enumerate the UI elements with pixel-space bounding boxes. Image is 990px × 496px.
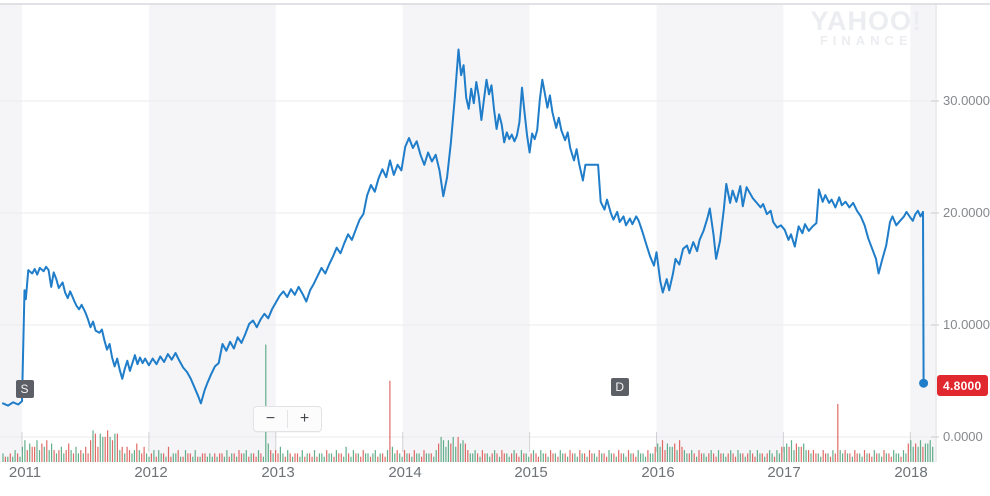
y-axis-label: 20.0000: [943, 205, 990, 220]
last-price-dot: [919, 378, 929, 388]
x-axis-label: 2011: [8, 464, 42, 481]
yahoo-finance-logo: YAHOO! FINANCE: [810, 6, 922, 48]
x-axis-label: 2013: [261, 464, 295, 481]
logo-line-1: YAHOO!: [810, 6, 922, 36]
x-axis-label: 2016: [641, 464, 675, 481]
zoom-divider: [287, 410, 288, 428]
x-axis-label: 2017: [767, 464, 801, 481]
price-line: [2, 48, 925, 407]
y-axis-label: 0.0000: [943, 429, 983, 444]
x-axis-label: 2012: [134, 464, 168, 481]
year-bands: [0, 4, 935, 462]
split-event-badge[interactable]: S: [15, 380, 34, 398]
logo-line-2: FINANCE: [819, 33, 913, 48]
last-price-badge: 4.8000: [937, 375, 988, 396]
zoom-out-button[interactable]: −: [254, 407, 287, 431]
y-axis-label: 30.0000: [943, 93, 990, 108]
zoom-in-button[interactable]: +: [288, 407, 321, 431]
volume-bars: [2, 344, 934, 462]
x-axis-label: 2015: [514, 464, 548, 481]
x-axis-label: 2018: [894, 464, 928, 481]
dividend-event-badge[interactable]: D: [610, 378, 629, 396]
y-axis-label: 10.0000: [943, 317, 990, 332]
x-axis-label: 2014: [388, 464, 422, 481]
zoom-controls: − +: [253, 406, 322, 432]
